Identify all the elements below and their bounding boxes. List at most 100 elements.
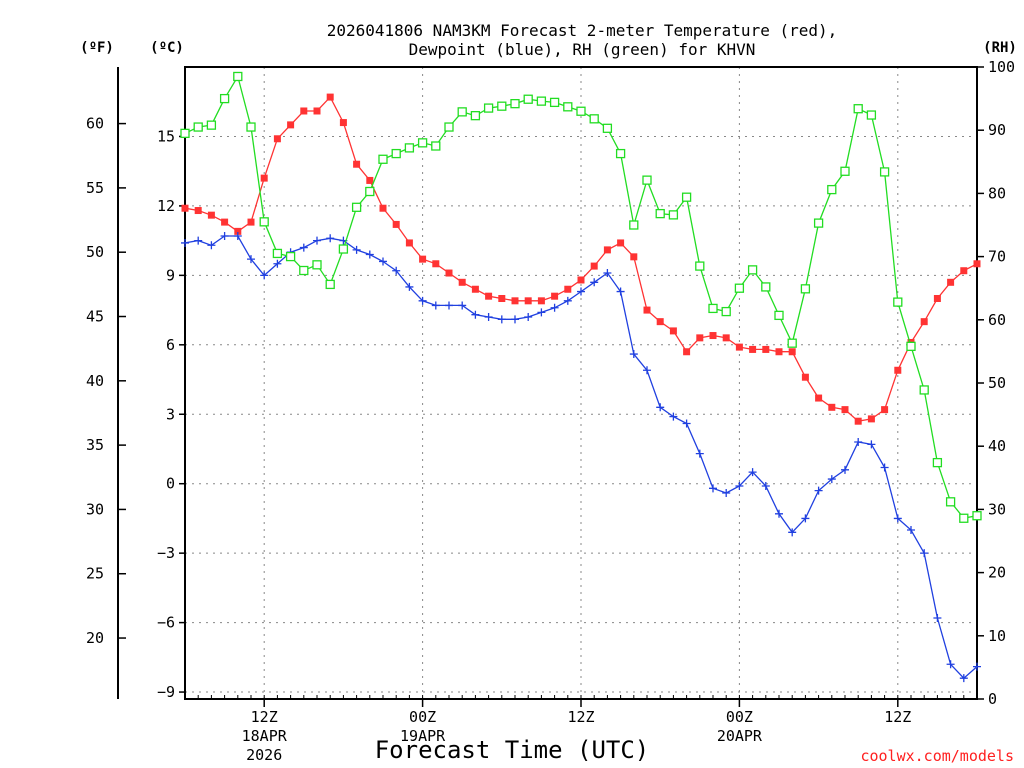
- rh-point: [497, 101, 507, 111]
- temperature-point: [194, 207, 202, 215]
- temperature-point: [207, 211, 215, 219]
- dewpoint-point: [722, 488, 731, 497]
- temperature-point: [511, 297, 519, 305]
- axes: [117, 66, 984, 707]
- fahrenheit-tick-label: 25: [86, 565, 104, 583]
- fahrenheit-tick-label: 35: [86, 436, 104, 454]
- rh-point: [285, 251, 296, 262]
- dewpoint-point: [841, 465, 849, 474]
- temperature-point: [247, 218, 255, 226]
- temperature-point: [471, 285, 479, 293]
- dewpoint-point: [299, 243, 308, 252]
- dewpoint-point: [550, 303, 559, 312]
- fahrenheit-tick-label: 30: [86, 500, 104, 518]
- plot-frame: [184, 66, 978, 700]
- x-tick-label-date: 19APR: [400, 727, 446, 745]
- fahrenheit-tick-label: 60: [86, 115, 104, 133]
- rh-tick-label: 10: [988, 627, 1006, 645]
- temperature-point: [537, 297, 545, 305]
- temperature-point: [749, 345, 757, 353]
- rh-tick-label: 40: [988, 437, 1006, 455]
- temperature-point: [762, 345, 770, 353]
- rh-point: [813, 218, 824, 228]
- dewpoint-point: [827, 475, 836, 484]
- dewpoint-point: [207, 241, 216, 250]
- rh-point: [563, 102, 573, 112]
- rh-point: [272, 248, 283, 259]
- dewpoint-point: [431, 301, 440, 310]
- dewpoint-point: [761, 482, 770, 491]
- celsius-tick-label: 12: [157, 197, 175, 215]
- dewpoint-point: [392, 266, 401, 275]
- rh-point: [761, 282, 771, 292]
- dewpoint-point: [973, 662, 981, 671]
- dewpoint-point: [194, 236, 203, 245]
- rh-point: [338, 244, 349, 254]
- rh-point: [325, 279, 335, 290]
- temperature-point: [722, 334, 730, 342]
- rh-point: [919, 385, 929, 395]
- temperature-point: [894, 366, 902, 374]
- rh-point: [827, 184, 837, 195]
- temperature-point: [405, 239, 413, 247]
- temperature-point: [630, 253, 638, 261]
- dewpoint-point: [709, 484, 717, 493]
- dewpoint-point: [260, 271, 269, 280]
- rh-tick-label: 80: [988, 184, 1006, 202]
- temperature-point: [300, 107, 308, 115]
- rh-point: [180, 128, 190, 139]
- dewpoint-point: [854, 438, 863, 447]
- temperature-point: [181, 204, 189, 212]
- rh-point: [615, 148, 626, 159]
- celsius-tick-label: 15: [157, 127, 175, 145]
- dewpoint-point: [788, 528, 797, 537]
- x-tick-label-date: 20APR: [717, 727, 763, 745]
- temperature-point: [788, 348, 796, 356]
- temperature-point: [854, 417, 862, 425]
- dewpoint-point: [326, 234, 335, 243]
- dewpoint-point: [273, 259, 282, 268]
- temperature-point: [273, 135, 281, 143]
- rh-point: [668, 210, 679, 220]
- rh-point: [893, 297, 903, 307]
- temperature-point: [656, 318, 664, 326]
- x-tick-label-date: 18APR: [242, 727, 288, 745]
- temperature-point: [973, 260, 981, 268]
- dewpoint-point: [484, 313, 493, 322]
- x-tick-label-time: 12Z: [251, 708, 278, 726]
- temperature-point: [669, 327, 677, 335]
- rh-tick-label: 100: [988, 58, 1015, 76]
- celsius-tick-label: −9: [157, 683, 175, 701]
- x-tick-label-time: 12Z: [884, 708, 911, 726]
- temperature-point: [353, 160, 361, 168]
- temperature-point: [947, 278, 955, 286]
- x-axis-title: Forecast Time (UTC): [375, 736, 650, 764]
- celsius-tick-label: 9: [166, 266, 175, 284]
- dewpoint-point: [220, 231, 229, 240]
- temperature-point: [815, 394, 823, 402]
- rh-tick-label: 50: [988, 374, 1006, 392]
- rh-point: [840, 166, 850, 176]
- rh-point: [906, 341, 916, 351]
- x-tick-label-time: 12Z: [567, 708, 594, 726]
- rh-point: [945, 497, 956, 507]
- dewpoint-point: [577, 287, 585, 296]
- rh-point: [206, 120, 217, 130]
- dewpoint-point: [814, 486, 823, 495]
- rh-point: [708, 303, 718, 314]
- rh-point: [365, 186, 375, 197]
- temperature-point: [339, 119, 347, 127]
- rh-point: [576, 106, 586, 116]
- rh-unit-label: (RH): [983, 40, 1017, 56]
- rh-point: [721, 306, 731, 317]
- fahrenheit-tick-label: 50: [86, 243, 104, 261]
- chart-title-line2: Dewpoint (blue), RH (green) for KHVN: [409, 40, 756, 59]
- rh-point: [299, 265, 309, 276]
- dewpoint-point: [537, 308, 546, 317]
- celsius-tick-label: −3: [157, 544, 175, 562]
- rh-tick-label: 30: [988, 500, 1006, 518]
- dewpoint-point: [920, 549, 929, 558]
- rh-point: [655, 208, 665, 219]
- rh-point: [431, 141, 441, 151]
- fahrenheit-unit-label: (ºF): [80, 40, 114, 56]
